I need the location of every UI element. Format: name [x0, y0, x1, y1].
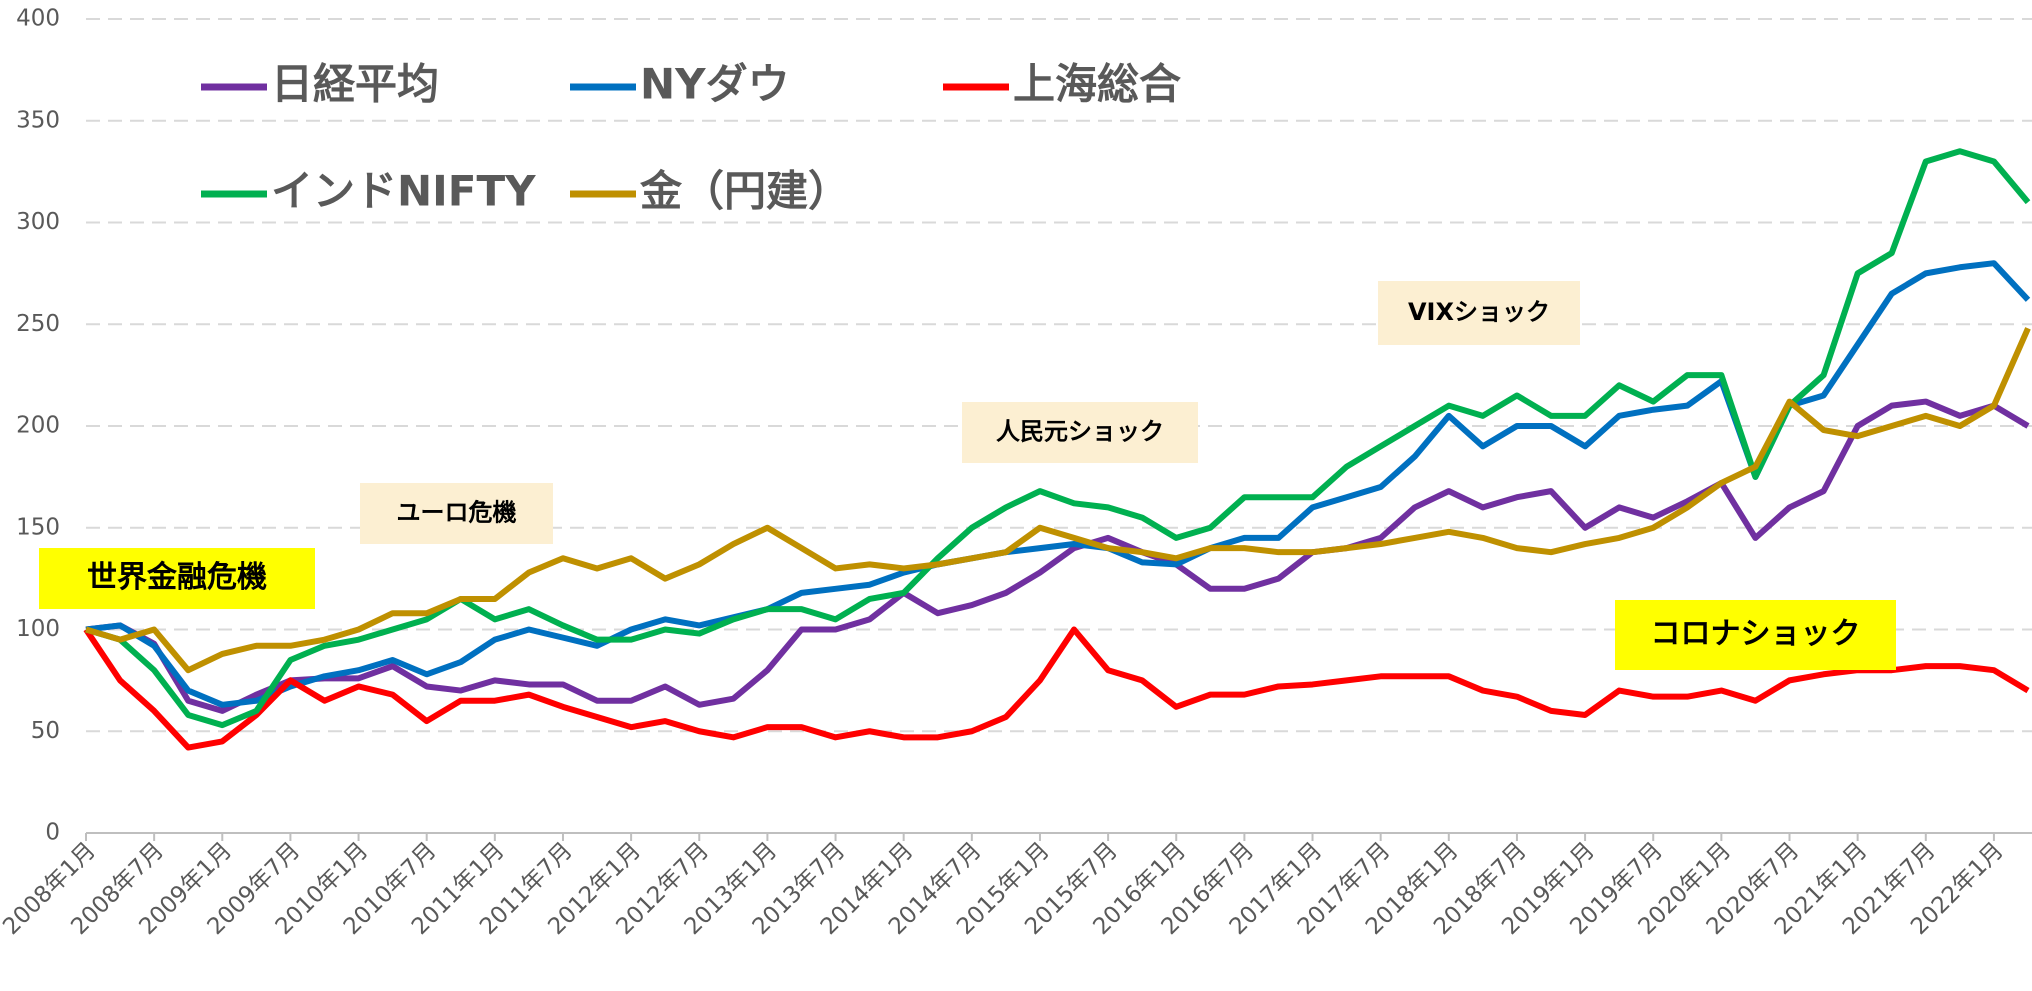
y-tick-label: 300 — [16, 209, 60, 235]
annotation-box — [1378, 281, 1580, 345]
annotation: ユーロ危機 — [397, 499, 517, 527]
annotation-box — [39, 548, 315, 609]
y-tick-label: 50 — [31, 718, 60, 744]
series-line — [85, 260, 2031, 708]
annotation: 世界金融危機 — [87, 560, 267, 595]
y-tick-label: 150 — [16, 514, 60, 540]
y-tick-label: 200 — [16, 413, 60, 439]
annotation-box — [1615, 600, 1896, 670]
legend-label: 上海総合 — [1013, 60, 1181, 109]
y-tick-label: 350 — [16, 107, 60, 133]
y-tick-label: 100 — [16, 616, 60, 642]
series-line — [85, 327, 2031, 674]
annotation: VIXショック — [1408, 298, 1550, 326]
series-line — [85, 148, 2031, 729]
series-line — [83, 626, 2030, 751]
annotation-box — [360, 483, 553, 544]
annotation-box — [962, 402, 1198, 463]
annotation: 人民元ショック — [996, 418, 1164, 446]
y-tick-label: 250 — [16, 311, 60, 337]
legend-label: 金（円建） — [639, 167, 850, 216]
legend-label: NYダウ — [640, 60, 790, 109]
legend-label: 日経平均 — [271, 60, 439, 109]
annotation: コロナショック — [1651, 617, 1861, 652]
y-tick-label: 0 — [45, 820, 60, 846]
legend-label: インドNIFTY — [271, 167, 536, 216]
y-tick-label: 400 — [16, 6, 60, 32]
